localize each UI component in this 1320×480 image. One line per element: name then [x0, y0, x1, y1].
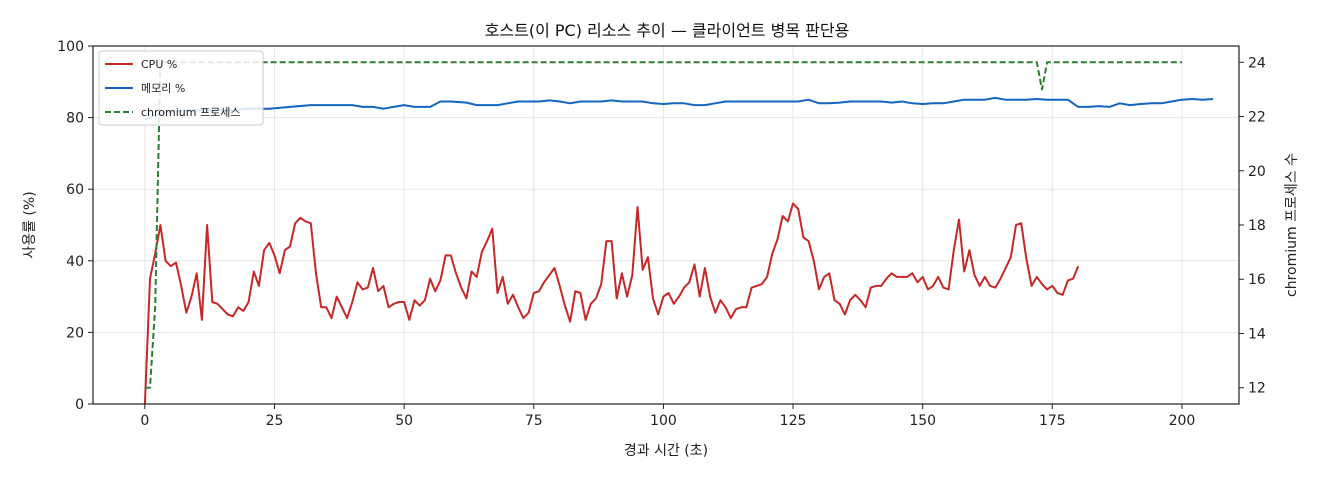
y-tick-label: 0: [75, 397, 84, 413]
legend-item-memory: 메모리 %: [105, 82, 185, 95]
x-tick-label: 175: [1039, 413, 1066, 429]
chart-title: 호스트(이 PC) 리소스 추이 — 클라이언트 병목 판단용: [485, 21, 850, 40]
y2-tick-label: 24: [1248, 55, 1266, 71]
x-axis-label: 경과 시간 (초): [624, 443, 708, 459]
y2-tick-label: 22: [1248, 110, 1266, 126]
x-tick-label: 50: [395, 413, 413, 429]
y-tick-label: 20: [66, 325, 84, 341]
legend-frame: [98, 50, 264, 126]
y2-tick-label: 18: [1248, 218, 1266, 234]
legend-item-chromium: chromium 프로세스: [105, 106, 240, 119]
legend-label: chromium 프로세스: [141, 106, 240, 119]
x-tick-label: 150: [909, 413, 936, 429]
legend-item-cpu: CPU %: [105, 58, 177, 71]
x-axis: 0 25 50 75 100 125 150 175 200: [140, 404, 1195, 429]
y-axis-label: 사용률 (%): [22, 191, 38, 258]
chromium-process-line: [144, 61, 1182, 389]
series-layer: [143, 61, 1214, 405]
y-axis-left: 0 20 40 60 80 100: [57, 39, 93, 413]
x-tick-label: 0: [140, 413, 149, 429]
x-tick-label: 125: [780, 413, 807, 429]
x-tick-label: 75: [525, 413, 543, 429]
legend-label: 메모리 %: [141, 82, 185, 95]
x-tick-label: 25: [266, 413, 284, 429]
y2-axis-label: chromium 프로세스 수: [1284, 153, 1300, 297]
legend: CPU % 메모리 % chromium 프로세스: [98, 50, 264, 126]
y-tick-label: 80: [66, 111, 84, 127]
legend-label: CPU %: [141, 58, 177, 71]
x-tick-label: 200: [1169, 413, 1196, 429]
y2-tick-label: 16: [1248, 272, 1266, 288]
y2-tick-label: 14: [1248, 326, 1266, 342]
cpu-line: [143, 202, 1080, 405]
y2-tick-label: 12: [1248, 381, 1266, 397]
memory-line: [144, 96, 1214, 121]
x-tick-label: 100: [650, 413, 677, 429]
y-tick-label: 40: [66, 254, 84, 270]
y-axis-right: 12 14 16 18 20 22 24: [1239, 55, 1266, 397]
y-tick-label: 60: [66, 182, 84, 198]
y2-tick-label: 20: [1248, 164, 1266, 180]
y-tick-label: 100: [57, 39, 84, 55]
